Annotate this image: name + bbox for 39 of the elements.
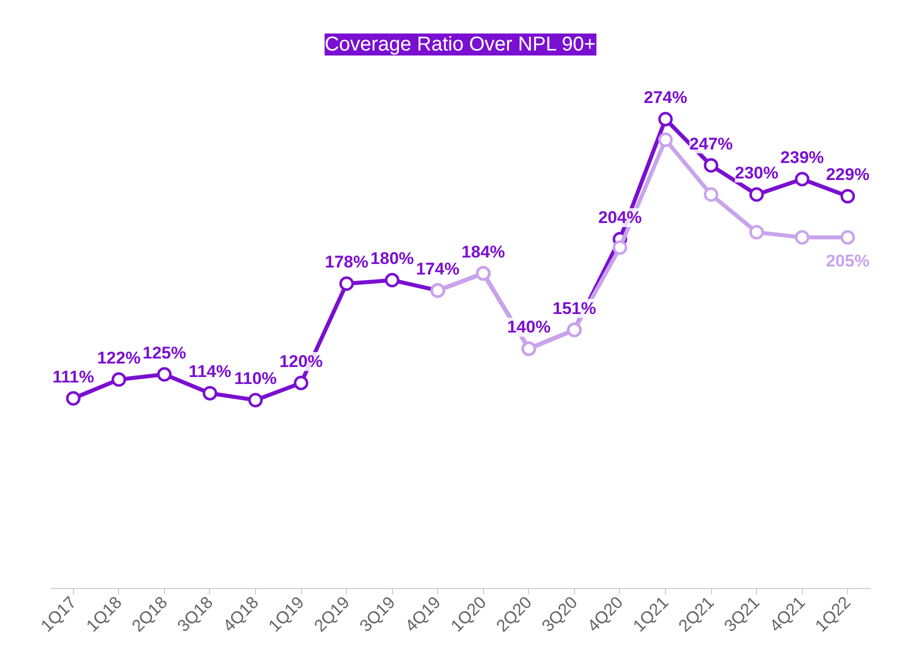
point — [202, 386, 218, 400]
point — [658, 132, 673, 147]
point — [840, 189, 855, 204]
point — [339, 276, 354, 291]
point — [704, 187, 718, 202]
data-label: 247% — [689, 134, 733, 154]
point — [794, 172, 810, 186]
point — [157, 367, 172, 382]
data-label: 180% — [370, 249, 414, 268]
point — [840, 230, 855, 245]
point — [612, 240, 628, 255]
data-label: 110% — [234, 369, 277, 388]
point — [749, 224, 764, 240]
point — [749, 187, 764, 202]
point — [248, 392, 263, 408]
data-label: 111% — [52, 367, 94, 386]
data-label: 229% — [826, 165, 870, 184]
data-label: 174% — [416, 259, 460, 278]
data-label: 205% — [826, 251, 870, 270]
data-label: 230% — [734, 164, 778, 183]
data-label: 120% — [279, 352, 323, 371]
point — [112, 372, 126, 387]
data-label: 239% — [780, 148, 824, 168]
point — [794, 230, 810, 245]
data-label: 274% — [644, 88, 688, 108]
data-label: 122% — [97, 348, 141, 368]
data-label: 125% — [142, 343, 186, 362]
data-label: 184% — [462, 242, 506, 262]
data-label: 151% — [552, 298, 596, 318]
data-label: 178% — [324, 252, 368, 272]
data-label: 114% — [188, 362, 232, 382]
point — [658, 112, 673, 126]
chart-title: Coverage Ratio Over NPL 90+ — [324, 34, 596, 56]
data-label: 204% — [598, 208, 642, 228]
point — [294, 376, 308, 390]
point — [66, 391, 81, 406]
point — [384, 272, 400, 288]
data-label: 140% — [507, 318, 551, 337]
point — [704, 158, 718, 173]
